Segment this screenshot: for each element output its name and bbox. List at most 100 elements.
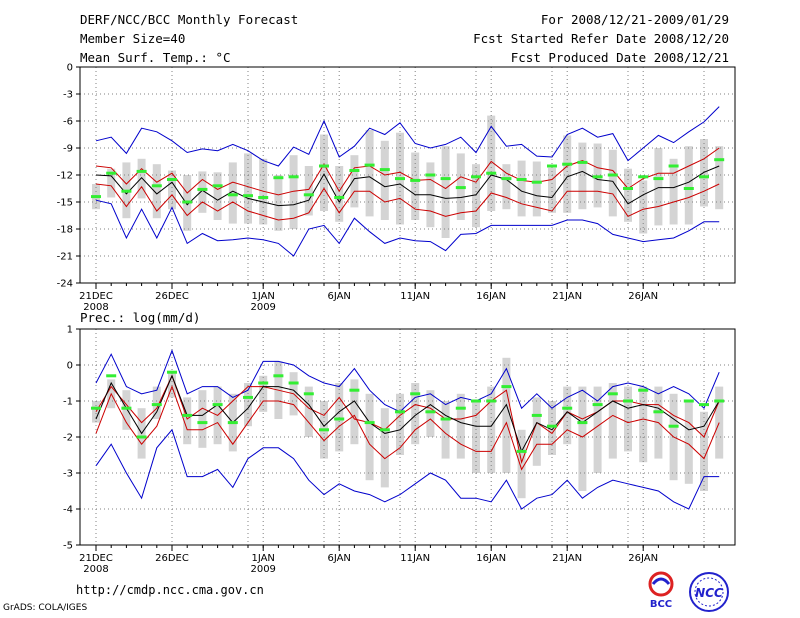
forecast-produced-date: Fcst Produced Date 2008/12/21 bbox=[510, 50, 729, 65]
prec-lower-line bbox=[95, 385, 720, 471]
temp-xtick-label: 21JAN bbox=[552, 291, 582, 302]
temp-spread-box bbox=[289, 155, 298, 229]
prec-obs-mark bbox=[577, 421, 588, 425]
temp-obs-mark bbox=[136, 169, 147, 173]
temp-xtick-label: 1JAN bbox=[251, 291, 274, 302]
temp-spread-box bbox=[244, 153, 252, 224]
prec-xtick-label: 21JAN bbox=[552, 553, 582, 564]
temp-obs-mark bbox=[638, 175, 649, 179]
temp-spread-box bbox=[684, 146, 693, 225]
temp-obs-mark bbox=[577, 160, 588, 164]
temp-obs-mark bbox=[288, 175, 299, 179]
prec-obs-mark bbox=[714, 399, 725, 403]
prec-obs-mark bbox=[182, 413, 193, 417]
prec-obs-mark bbox=[243, 395, 253, 399]
temp-spread-box bbox=[365, 130, 374, 217]
temp-obs-mark bbox=[151, 184, 162, 188]
temp-spread-box bbox=[168, 170, 176, 210]
prec-spread-box bbox=[304, 386, 313, 437]
prec-xtick-label: 26DEC bbox=[155, 553, 189, 564]
temp-obs-mark bbox=[212, 184, 223, 188]
prec-xtick-label: 26JAN bbox=[628, 553, 658, 564]
temp-spread-box bbox=[350, 155, 359, 208]
ncc-logo: NCC bbox=[685, 570, 733, 618]
prec-obs-mark bbox=[592, 403, 603, 407]
prec-obs-mark bbox=[607, 392, 618, 396]
temp-xtick-label: 11JAN bbox=[400, 291, 430, 302]
temp-obs-mark bbox=[440, 177, 451, 181]
temp-obs-mark bbox=[379, 168, 390, 172]
temp-xtick-label: 16JAN bbox=[476, 291, 506, 302]
temp-spread-box bbox=[654, 148, 663, 226]
temp-ytick-label: -3 bbox=[63, 90, 73, 101]
temp-spread-box bbox=[578, 142, 587, 210]
temp-year-label: 2008 bbox=[83, 302, 108, 313]
temp-obs-mark bbox=[303, 193, 314, 197]
prec-obs-mark bbox=[486, 399, 497, 403]
prec-spread-box bbox=[350, 379, 359, 445]
temp-spread-box bbox=[608, 149, 617, 217]
temp-xtick-label: 26JAN bbox=[628, 291, 658, 302]
member-size: Member Size=40 bbox=[80, 31, 186, 46]
prec-obs-mark bbox=[668, 424, 679, 428]
prec-obs-mark bbox=[683, 399, 694, 403]
prec-spread-box bbox=[700, 411, 708, 491]
temp-spread-box bbox=[715, 146, 724, 210]
prec-spread-box bbox=[380, 408, 389, 488]
prec-spread-box bbox=[183, 397, 192, 445]
prec-obs-mark bbox=[425, 410, 436, 414]
temp-max-line bbox=[95, 106, 720, 167]
prec-ytick-label: -4 bbox=[63, 505, 73, 516]
temp-spread-box bbox=[532, 161, 541, 217]
temp-obs-mark bbox=[516, 178, 527, 181]
temp-ytick-label: -9 bbox=[63, 144, 73, 155]
temp-ytick-label: -18 bbox=[57, 225, 73, 236]
prec-panel-title: Prec.: log(mm/d) bbox=[80, 310, 201, 325]
temp-obs-mark bbox=[334, 196, 345, 199]
temp-spread-box bbox=[563, 135, 572, 213]
temp-spread-box bbox=[441, 146, 450, 238]
temp-spread-box bbox=[548, 167, 556, 213]
prec-spread-box bbox=[396, 393, 404, 455]
prec-obs-mark bbox=[410, 392, 421, 396]
forecast-range: For 2008/12/21-2009/01/29 bbox=[540, 12, 729, 27]
temp-ytick-label: -15 bbox=[57, 198, 73, 209]
temp-obs-mark bbox=[91, 195, 101, 199]
prec-spread-box bbox=[639, 386, 648, 463]
prec-obs-mark bbox=[106, 374, 117, 378]
temp-spread-box bbox=[198, 171, 207, 213]
temp-xtick-label: 26DEC bbox=[155, 291, 189, 302]
temp-obs-mark bbox=[501, 177, 512, 181]
prec-obs-mark bbox=[303, 392, 314, 396]
temp-ytick-label: -6 bbox=[63, 117, 73, 128]
prec-xtick-label: 1JAN bbox=[251, 553, 274, 564]
temp-spread-box bbox=[228, 162, 237, 224]
prec-obs-mark bbox=[501, 385, 512, 389]
temp-spread-box bbox=[669, 158, 678, 225]
prec-obs-mark bbox=[395, 410, 405, 414]
prec-spread-box bbox=[168, 372, 176, 398]
temp-obs-mark bbox=[410, 178, 421, 182]
temp-obs-mark bbox=[547, 164, 557, 168]
prec-ytick-label: -5 bbox=[63, 541, 73, 552]
prec-obs-mark bbox=[319, 428, 329, 432]
temp-ytick-label: -21 bbox=[57, 252, 73, 263]
temp-obs-mark bbox=[486, 171, 497, 175]
temp-obs-mark bbox=[197, 187, 208, 191]
temp-obs-mark bbox=[227, 193, 238, 197]
temp-obs-mark bbox=[395, 177, 405, 181]
temp-obs-mark bbox=[425, 173, 436, 177]
temp-obs-mark bbox=[364, 163, 375, 167]
prec-spread-box bbox=[456, 393, 465, 459]
source-url[interactable]: http://cmdp.ncc.cma.gov.cn bbox=[76, 583, 264, 597]
temp-spread-box bbox=[639, 180, 648, 234]
temp-ytick-label: 0 bbox=[67, 63, 73, 74]
temp-obs-mark bbox=[653, 177, 664, 181]
prec-obs-mark bbox=[136, 435, 147, 439]
temp-ytick-label: -12 bbox=[57, 171, 73, 182]
prec-spread-box bbox=[532, 397, 541, 466]
temp-spread-box bbox=[335, 166, 344, 222]
temp-panel-title: Mean Surf. Temp.: °C bbox=[80, 50, 231, 65]
